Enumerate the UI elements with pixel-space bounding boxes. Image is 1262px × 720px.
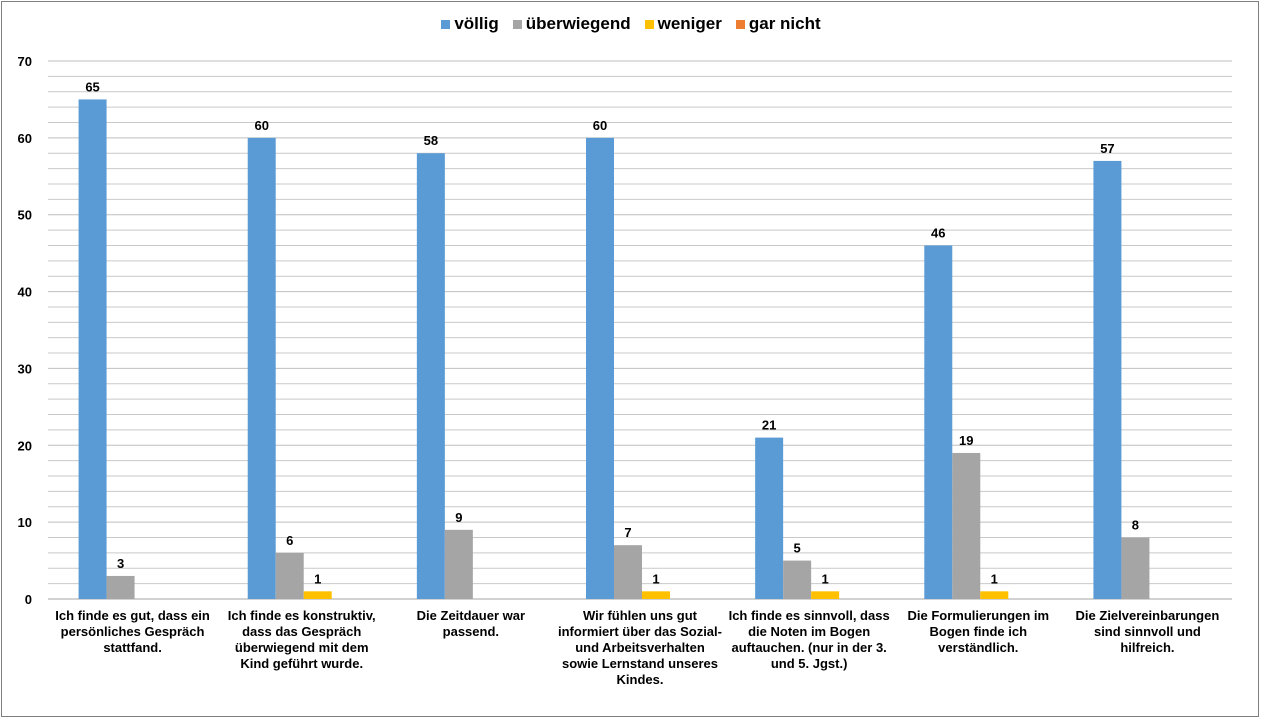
bar-0-5 <box>924 245 953 599</box>
y-tick-label: 60 <box>18 131 32 146</box>
bar-1-0 <box>106 575 135 599</box>
y-tick-label: 0 <box>25 592 32 607</box>
bar-2-3 <box>642 591 670 599</box>
data-label-0-6: 57 <box>1100 141 1114 156</box>
bar-2-1 <box>303 591 332 599</box>
bar-1-6 <box>1121 537 1150 599</box>
x-label-6: Die Zielvereinbarungen sind sinnvoll und… <box>1075 608 1220 655</box>
data-label-0-1: 60 <box>254 118 268 133</box>
x-label-4: Ich finde es sinnvoll, dass die Noten im… <box>728 608 890 671</box>
data-label-1-1: 6 <box>286 533 293 548</box>
legend-item-voellig: völlig <box>441 14 499 34</box>
bar-1-5 <box>952 452 981 599</box>
y-tick-label: 70 <box>18 54 32 69</box>
y-tick-label: 10 <box>18 515 32 530</box>
data-label-1-4: 5 <box>794 541 801 556</box>
y-tick-label: 50 <box>18 208 32 223</box>
bar-0-6 <box>1093 160 1122 599</box>
legend-swatch-voellig <box>441 19 451 29</box>
bar-0-1 <box>247 137 276 599</box>
bar-2-4 <box>811 591 840 599</box>
legend-swatch-weniger <box>644 19 654 29</box>
bar-0-0 <box>78 99 107 599</box>
bar-1-3 <box>614 545 642 599</box>
data-label-0-5: 46 <box>931 225 945 240</box>
data-label-1-5: 19 <box>959 433 973 448</box>
x-label-3: Wir fühlen uns gut informiert über das S… <box>558 608 722 687</box>
bar-0-4 <box>755 437 784 599</box>
data-label-2-3: 1 <box>652 571 659 586</box>
bar-0-2 <box>416 153 445 599</box>
legend-swatch-ueberwiegend <box>512 19 522 29</box>
legend-swatch-gar-nicht <box>735 19 745 29</box>
data-label-2-1: 1 <box>314 571 321 586</box>
y-tick-label: 30 <box>18 361 32 376</box>
data-label-0-3: 60 <box>593 118 607 133</box>
legend-item-weniger: weniger <box>644 14 722 34</box>
y-tick-label: 40 <box>18 285 32 300</box>
x-label-1: Ich finde es konstruktiv, dass das Gespr… <box>227 608 376 671</box>
bar-0-3 <box>586 137 614 599</box>
bar-1-4 <box>783 560 812 599</box>
legend-label-gar-nicht: gar nicht <box>748 14 821 33</box>
legend-item-gar-nicht: gar nicht <box>735 14 821 34</box>
data-label-1-3: 7 <box>624 525 631 540</box>
y-tick-label: 20 <box>18 438 32 453</box>
legend-label-ueberwiegend: überwiegend <box>525 14 631 33</box>
bar-1-1 <box>275 552 304 599</box>
x-label-2: Die Zeitdauer war passend. <box>416 608 526 639</box>
legend-label-voellig: völlig <box>454 14 499 33</box>
legend-item-ueberwiegend: überwiegend <box>512 14 631 34</box>
legend: völlig überwiegend weniger gar nicht <box>0 14 1262 34</box>
bar-1-2 <box>444 529 473 599</box>
data-label-1-6: 8 <box>1132 518 1139 533</box>
data-label-0-0: 65 <box>85 79 99 94</box>
data-label-1-2: 9 <box>455 510 462 525</box>
x-label-0: Ich finde es gut, dass ein persönliches … <box>55 608 210 655</box>
bar-2-5 <box>980 591 1009 599</box>
data-label-2-5: 1 <box>991 571 998 586</box>
x-label-5: Die Formulierungen im Bogen finde ich ve… <box>907 608 1050 655</box>
data-label-0-2: 58 <box>424 133 438 148</box>
legend-label-weniger: weniger <box>657 14 722 33</box>
data-label-0-4: 21 <box>762 418 776 433</box>
data-label-1-0: 3 <box>117 556 124 571</box>
data-label-2-4: 1 <box>822 571 829 586</box>
